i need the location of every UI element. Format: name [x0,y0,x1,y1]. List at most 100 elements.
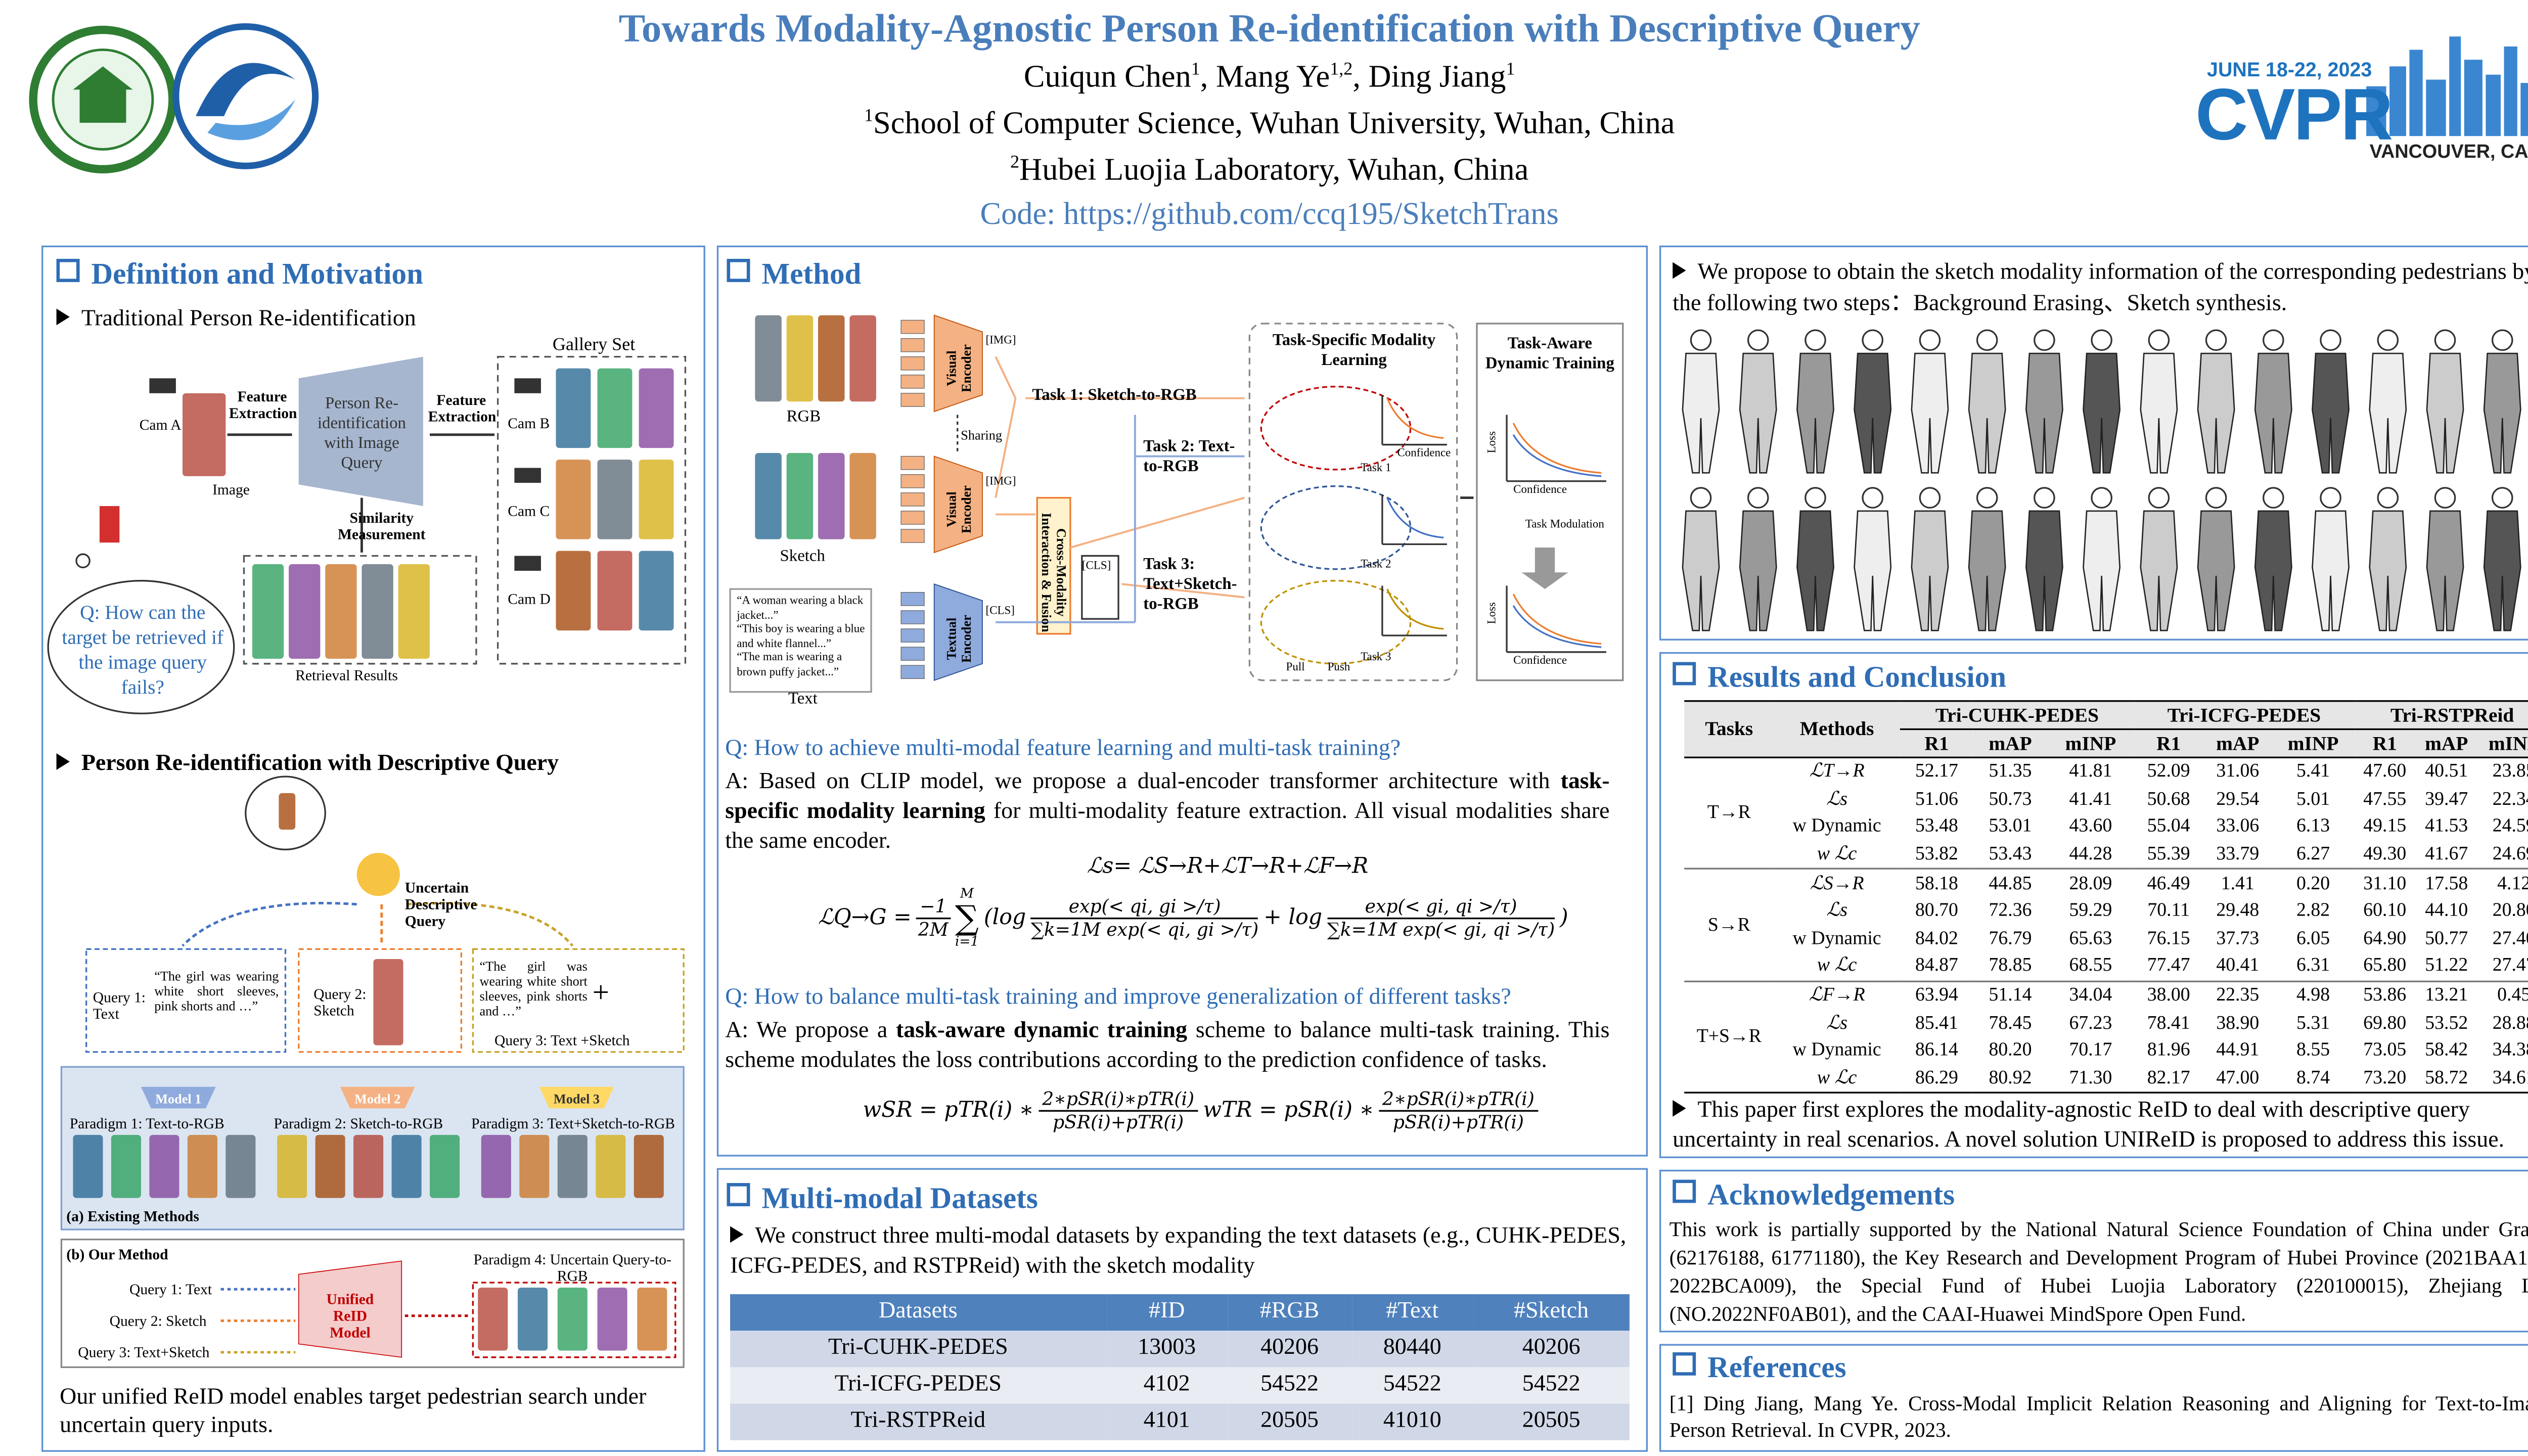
sketch-figure [2083,352,2121,474]
table-cell: 17.58 [2425,874,2468,894]
sketch-figure [1968,510,2006,631]
sketch-figure [1968,352,2006,474]
sketch-figure [1976,487,1998,509]
table-cell: 67.23 [2069,1013,2112,1033]
table-cell: 47.00 [2216,1068,2260,1088]
photo [252,564,284,659]
sketch-figure [2263,329,2284,351]
sketch-figure [1804,487,1826,509]
table-cell: 20.80 [2492,901,2528,922]
sketch-figure [2091,329,2112,351]
photo [478,1287,508,1351]
label: Uncertain Descriptive Query [404,879,477,929]
photo [597,368,633,448]
summary: Our unified ReID model enables target pe… [60,1385,647,1439]
token [900,529,925,543]
eq-part: wSR = pTR(i) ∗ [863,1098,1034,1123]
photo [353,1134,384,1198]
label: Pull [1286,660,1305,674]
sketch-figure [2205,329,2227,351]
conf-dates: JUNE 18-22, 2023 [2207,58,2372,81]
sketch-figure [2197,510,2235,631]
label: Image [212,481,250,498]
retrieval-box [243,555,477,665]
table-row: Tri-RSTPReid 4101 20505 41010 20505 [730,1403,1630,1440]
label: Paradigm 1: Text-to-RGB [69,1115,224,1132]
token [900,511,925,525]
photo [111,1134,141,1198]
query-box [472,948,685,1053]
table-cell: 20505 [1260,1408,1319,1434]
label: Query 3: Text+Sketch [78,1344,210,1361]
table-cell: 34.61 [2492,1068,2528,1088]
eq-part: wTR = pSR(i) ∗ [1203,1098,1374,1123]
table-cell: 44.91 [2216,1040,2260,1061]
token [900,610,925,624]
code-link[interactable]: Code: https://github.com/ccq195/SketchTr… [980,197,1559,233]
sketch-figure [1690,487,1712,509]
model-tag [539,1086,614,1109]
label: Task Modulation [1525,517,1604,531]
table-cell: 80.20 [1989,1040,2032,1061]
eq-part: M [960,886,974,901]
sketch-figure [2091,487,2112,509]
query-box [85,948,287,1053]
answer: A: Based on CLIP model, we propose a dua… [725,768,1609,858]
task-cell: S→R [1707,915,1750,935]
label: Confidence [1513,654,1567,667]
affiliation-sup: 1 [864,106,874,126]
label: Task 1 [1361,461,1391,475]
table-row: Tri-CUHK-PEDES 13003 40206 80440 40206 [730,1331,1630,1368]
table-cell: 50.77 [2425,929,2468,949]
table-cell: 51.06 [1915,789,1958,810]
label: Query 2: Sketch [313,985,367,1019]
author-sup: 1,2 [1330,60,1353,80]
sketch-figure [2034,329,2055,351]
affiliation-text: School of Computer Science, Wuhan Univer… [873,107,1675,142]
table-cell: 84.87 [1915,956,1958,977]
conf-name: CVPR [2195,74,2393,156]
label: Query 2: Sketch [109,1312,207,1329]
table-cell: 5.01 [2296,789,2330,810]
label: Textual Encoder [944,615,974,663]
authors: Cuiqun Chen1, Mang Ye1,2, Ding Jiang1 [664,60,1875,97]
table-cell: 77.47 [2147,956,2190,977]
label: Task 1: Sketch-to-RGB [1032,386,1197,405]
panel [716,1168,1648,1452]
label: “A woman wearing a black jacket...” [737,594,864,622]
table-cell: 82.17 [2147,1068,2190,1088]
label: (b) Our Method [66,1246,168,1263]
label: Feature Extraction [428,391,496,425]
sketch-figure [1682,510,1720,631]
sketch-figure [1796,510,1834,631]
panel [1659,1169,2528,1333]
table-cell: 44.85 [1989,874,2032,894]
table-cell: 38.90 [2216,1013,2260,1033]
heading-text: Multi-modal Datasets [761,1181,1038,1215]
eq-part: exp(< qi, gi >/τ) [1031,895,1259,919]
eq-part: ∑ [955,897,979,938]
eq-part: i=1 [955,934,979,949]
table-cell: 40206 [1522,1336,1581,1361]
label: Loss [1485,431,1499,453]
label: Task 2: Text-to-RGB [1143,438,1235,476]
table-row: Tri-ICFG-PEDES 4102 54522 54522 54522 [730,1367,1630,1404]
label: Retrieval Results [295,667,398,684]
sketch-figure [1739,510,1777,631]
photo [391,1134,422,1198]
table-row: T→R ℒT→R 52.17 51.35 41.81 52.09 31.06 5.41 47.6… [1684,757,2528,823]
method-cell: ℒF→R [1809,985,1865,1006]
table-cell: 41.53 [2425,817,2468,837]
fraction: 2∗pSR(i)∗pTR(i) pSR(i)+pTR(i) [1379,1088,1538,1133]
column-header: #ID [1106,1294,1228,1331]
label: “The girl was wearing white short sleeve… [479,959,588,1019]
photo [398,564,430,659]
label: Unified ReID Model [326,1291,374,1341]
answer: A: We propose a task-aware dynamic train… [725,1017,1609,1077]
table-cell: 53.86 [2363,985,2407,1006]
photo [755,452,782,539]
author-sup: 1 [1191,60,1200,80]
datasets-table: Datasets #ID #RGB #Text #Sketch Tri-CUHK-PEDE… [730,1294,1630,1440]
unified-model [298,1260,402,1358]
thought-cloud [47,580,235,714]
